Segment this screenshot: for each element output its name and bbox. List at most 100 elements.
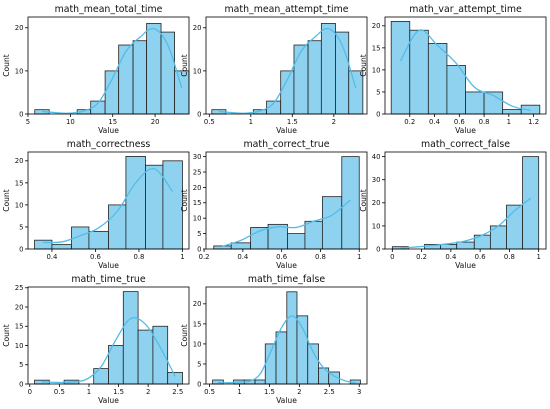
histogram-bar: [304, 220, 323, 250]
axes-frame: [384, 151, 547, 250]
x-tick-label: 0.8: [133, 253, 144, 261]
x-tick-label: 0.5: [54, 388, 65, 396]
y-tick-label: 20: [15, 303, 24, 311]
x-axis-label: Value: [98, 126, 119, 135]
subplot-math-mean-attempt-time: 0.5 1 1.5 201020math_mean_attempt_timeValue…: [180, 4, 368, 135]
y-tick-label: 0: [197, 380, 201, 388]
histogram-bar: [118, 44, 134, 115]
x-tick-label: 0.4: [237, 253, 248, 261]
y-axis-label: Count: [180, 54, 189, 77]
y-tick-label: 20: [372, 199, 381, 207]
y-tick-label: 0: [376, 245, 380, 253]
x-axis-label: Value: [98, 261, 119, 270]
y-tick-label: 10: [193, 340, 202, 348]
histogram-bar: [167, 372, 183, 385]
y-tick-label: 15: [15, 179, 24, 187]
histogram-bar: [427, 43, 448, 115]
x-axis-label: Value: [455, 126, 476, 135]
y-tick-label: 20: [15, 157, 24, 165]
subplot-math-time-false: 0.5 1 1.5 2 2.5 3 0 5 10 15 20 math_time_false Value…: [180, 274, 368, 405]
kde-curve: [399, 29, 531, 112]
x-tick-label: 2.5: [172, 388, 183, 396]
x-tick-label: 2.5: [324, 388, 335, 396]
histogram-bar: [213, 245, 232, 250]
x-tick-label: 2: [332, 118, 336, 126]
x-tick-label: 0.8: [504, 253, 515, 261]
y-tick-label: 5: [197, 360, 201, 368]
histogram-bar: [51, 244, 72, 250]
y-tick-label: 0: [19, 110, 23, 118]
x-tick-label: 1.5: [287, 118, 298, 126]
kde-curve: [217, 315, 356, 384]
y-tick-label: 20: [193, 184, 202, 192]
y-axis-label: Count: [359, 189, 368, 212]
x-tick-label: 0.5: [204, 388, 215, 396]
subplot-title: math_correctness: [67, 139, 151, 150]
x-tick-label: 1: [507, 118, 511, 126]
subplot-math-correct-true: 0.2 0.4 0.6 0.8 1051015202530math_correct_tr…: [180, 139, 368, 270]
x-tick-label: 0.4: [46, 253, 57, 261]
y-tick-label: 10: [15, 67, 24, 75]
x-tick-label: 10: [66, 118, 75, 126]
x-tick-label: 1: [237, 388, 241, 396]
x-tick-label: 0.6: [475, 253, 486, 261]
histogram-bar: [465, 91, 485, 115]
histogram-bar: [502, 109, 522, 115]
y-tick-label: 20: [193, 24, 202, 32]
x-tick-label: 1: [357, 253, 361, 261]
y-tick-label: 5: [197, 230, 201, 238]
x-tick-label: 0.2: [404, 118, 415, 126]
y-tick-label: 5: [19, 361, 23, 369]
subplot-math-correctness: 0.4 0.6 0.8 105101520math_correctnessValueC…: [2, 139, 190, 270]
histogram-bar: [440, 243, 458, 250]
x-axis-label: Value: [455, 261, 476, 270]
histogram-bar: [122, 291, 139, 385]
histogram-bar: [137, 329, 154, 385]
y-tick-label: 40: [372, 153, 381, 161]
x-tick-label: 2: [297, 388, 301, 396]
y-tick-label: 30: [372, 176, 381, 184]
y-tick-label: 0: [376, 110, 380, 118]
histogram-bar: [321, 196, 343, 250]
kde-curve: [41, 27, 183, 114]
y-axis-label: Count: [2, 189, 11, 212]
subplot-title: math_correct_false: [421, 139, 510, 150]
kde-curve: [400, 197, 532, 249]
histogram-bar: [108, 345, 124, 385]
kde-curve: [222, 199, 351, 247]
y-tick-label: 20: [372, 22, 381, 30]
axes-frame: [205, 151, 368, 250]
kde-curve: [43, 167, 174, 244]
histogram-bar: [93, 368, 109, 385]
histogram-bar: [296, 315, 309, 385]
x-tick-label: 0.5: [204, 118, 215, 126]
kde-curve: [41, 317, 176, 384]
histogram-bar: [456, 241, 475, 250]
axes-frame: [27, 151, 190, 250]
x-tick-label: 3: [357, 388, 361, 396]
x-axis-label: Value: [98, 396, 119, 405]
histogram-bar: [390, 21, 411, 115]
y-tick-label: 10: [15, 342, 24, 350]
y-tick-label: 15: [193, 199, 202, 207]
y-tick-label: 15: [372, 44, 381, 52]
histogram-bar: [254, 379, 266, 385]
y-axis-label: Count: [180, 189, 189, 212]
axes-frame: [27, 286, 190, 385]
subplot-title: math_mean_total_time: [55, 4, 163, 15]
y-tick-label: 10: [193, 215, 202, 223]
histogram-bar: [280, 70, 295, 115]
subplot-math-time-true: 0 0.5 1 1.5 2 2.5 0 5 10 15 20 25 math_time_true Valu…: [2, 274, 190, 405]
y-axis-label: Count: [2, 324, 11, 347]
x-tick-label: 1.5: [113, 388, 124, 396]
histogram-bar: [125, 156, 146, 250]
y-tick-label: 30: [193, 153, 202, 161]
x-tick-label: 0.2: [416, 253, 427, 261]
y-tick-label: 20: [15, 24, 24, 32]
y-tick-label: 10: [193, 67, 202, 75]
y-tick-label: 10: [372, 222, 381, 230]
histogram-bar: [145, 164, 164, 250]
axes-frame: [384, 16, 547, 115]
x-tick-label: 0: [390, 253, 394, 261]
histogram-bar: [104, 70, 120, 115]
